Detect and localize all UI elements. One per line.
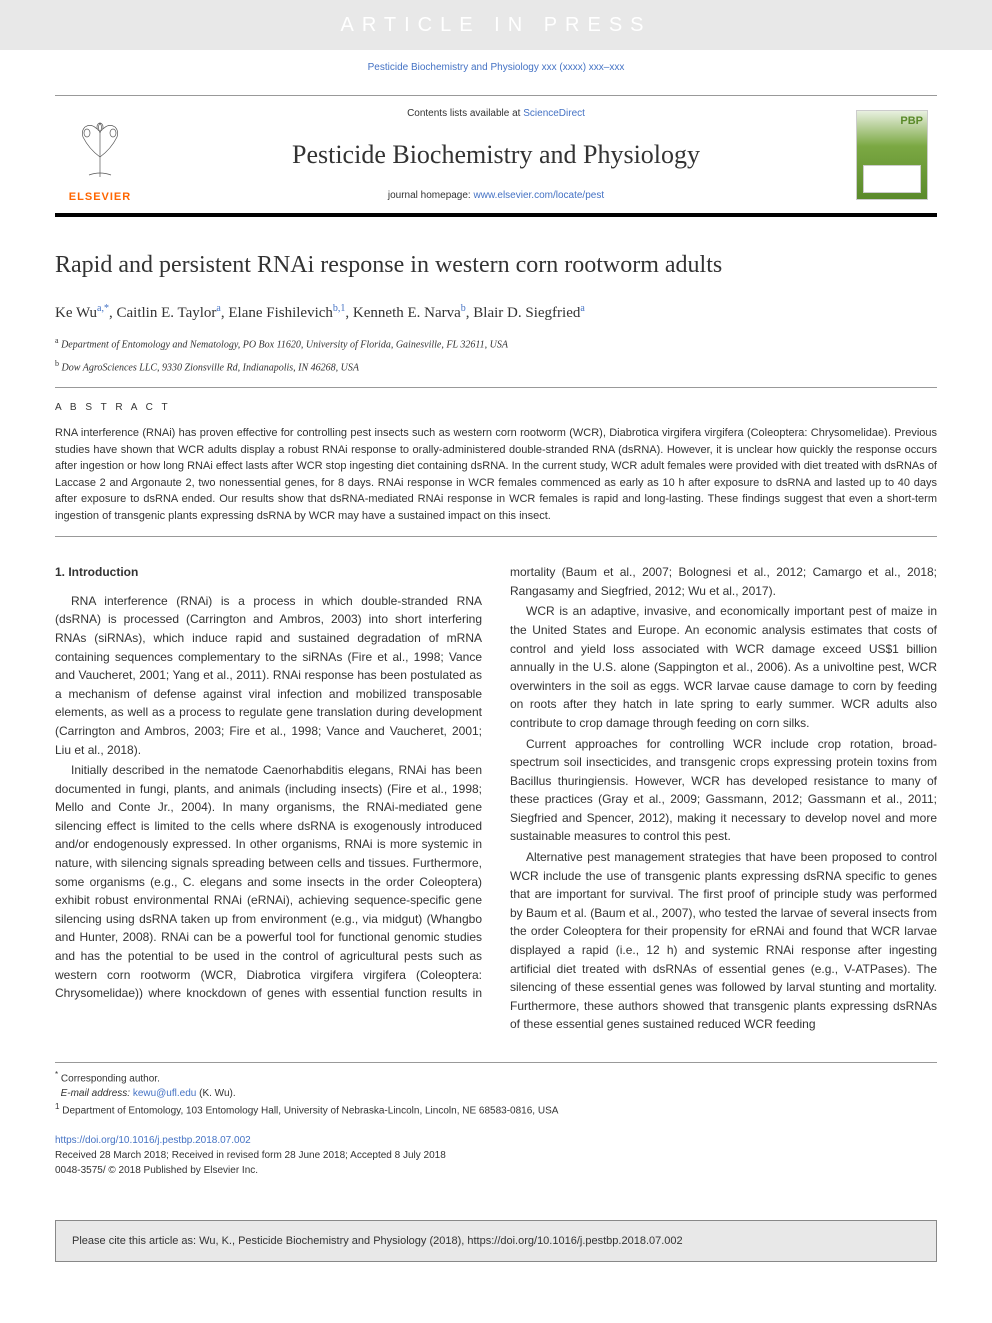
homepage-link[interactable]: www.elsevier.com/locate/pest <box>474 190 605 201</box>
paragraph-5: Alternative pest management strategies t… <box>510 848 937 1034</box>
please-cite-box: Please cite this article as: Wu, K., Pes… <box>55 1220 937 1263</box>
article-in-press-banner: ARTICLE IN PRESS <box>0 0 992 50</box>
paragraph-3: WCR is an adaptive, invasive, and econom… <box>510 602 937 732</box>
contents-available-line: Contents lists available at ScienceDirec… <box>145 106 847 121</box>
contents-prefix: Contents lists available at <box>407 108 523 119</box>
paragraph-4: Current approaches for controlling WCR i… <box>510 735 937 847</box>
sciencedirect-link[interactable]: ScienceDirect <box>523 108 585 119</box>
affiliation-b: b Dow AgroSciences LLC, 9330 Zionsville … <box>55 358 937 375</box>
body-two-column: 1. Introduction RNA interference (RNAi) … <box>55 563 937 1034</box>
corresponding-email-link[interactable]: kewu@ufl.edu <box>133 1088 197 1099</box>
elsevier-tree-icon <box>65 115 135 185</box>
copyright-line: 0048-3575/ © 2018 Published by Elsevier … <box>55 1163 937 1178</box>
journal-cover-thumbnail: PBP <box>856 110 928 200</box>
cite-text: Please cite this article as: Wu, K., Pes… <box>72 1235 683 1247</box>
affiliation-a: a Department of Entomology and Nematolog… <box>55 335 937 352</box>
elsevier-wordmark: ELSEVIER <box>69 189 131 206</box>
banner-text: ARTICLE IN PRESS <box>340 10 651 40</box>
journal-name: Pesticide Biochemistry and Physiology <box>145 135 847 174</box>
article-body: Rapid and persistent RNAi response in we… <box>0 217 992 1198</box>
abstract-label: A B S T R A C T <box>55 400 937 415</box>
journal-cover-label: PBP <box>900 113 923 130</box>
journal-cover-inset <box>863 165 921 193</box>
homepage-line: journal homepage: www.elsevier.com/locat… <box>145 188 847 203</box>
article-title: Rapid and persistent RNAi response in we… <box>55 247 937 283</box>
journal-cover-block: PBP <box>847 96 937 213</box>
received-line: Received 28 March 2018; Received in revi… <box>55 1148 937 1163</box>
section-heading-intro: 1. Introduction <box>55 563 482 582</box>
author-0: Ke Wua,* <box>55 305 109 321</box>
author-list: Ke Wua,*, Caitlin E. Taylora, Elane Fish… <box>55 301 937 325</box>
email-line: E-mail address: kewu@ufl.edu (K. Wu). <box>55 1086 937 1101</box>
footnote-1: 1 Department of Entomology, 103 Entomolo… <box>55 1101 937 1118</box>
corresponding-author-note: * Corresponding author. <box>55 1069 937 1086</box>
author-3: Kenneth E. Narvab <box>353 305 466 321</box>
rule-below-abstract <box>55 536 937 537</box>
footnotes: * Corresponding author. E-mail address: … <box>55 1062 937 1119</box>
journal-header: ELSEVIER Contents lists available at Sci… <box>55 95 937 217</box>
journal-citation-line: Pesticide Biochemistry and Physiology xx… <box>0 50 992 85</box>
author-1: Caitlin E. Taylora <box>116 305 220 321</box>
author-2: Elane Fishilevichb,1 <box>228 305 345 321</box>
publisher-logo-block: ELSEVIER <box>55 96 145 213</box>
abstract-text: RNA interference (RNAi) has proven effec… <box>55 425 937 524</box>
doi-block: https://doi.org/10.1016/j.pestbp.2018.07… <box>55 1133 937 1178</box>
doi-link[interactable]: https://doi.org/10.1016/j.pestbp.2018.07… <box>55 1133 937 1148</box>
author-4: Blair D. Siegfrieda <box>473 305 585 321</box>
paragraph-1: RNA interference (RNAi) is a process in … <box>55 592 482 759</box>
homepage-prefix: journal homepage: <box>388 190 474 201</box>
header-center: Contents lists available at ScienceDirec… <box>145 96 847 213</box>
rule-above-abstract <box>55 387 937 388</box>
